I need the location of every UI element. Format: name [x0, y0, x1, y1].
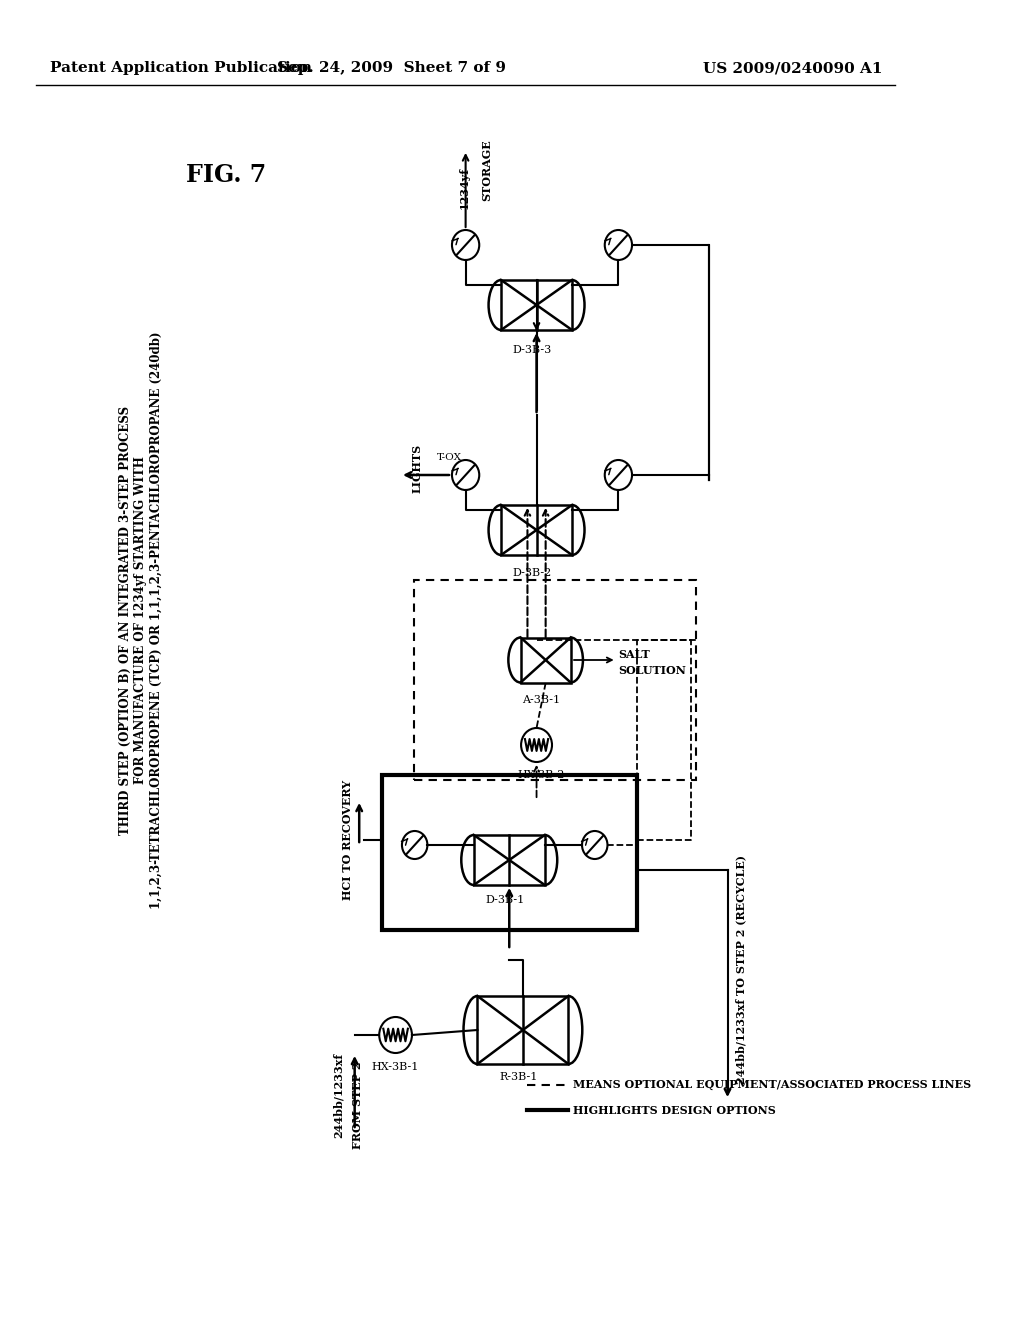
Text: D-3B-2: D-3B-2	[512, 568, 552, 578]
Text: R-3B-1: R-3B-1	[499, 1072, 538, 1082]
Text: A-3B-1: A-3B-1	[522, 696, 560, 705]
Text: 244bb/1233xf: 244bb/1233xf	[333, 1052, 344, 1138]
Text: D-3B-3: D-3B-3	[512, 345, 552, 355]
Bar	[520, 638, 570, 682]
Bar	[382, 775, 637, 931]
Bar	[414, 579, 695, 780]
Text: SALT: SALT	[618, 649, 650, 660]
Text: HCI TO RECOVERY: HCI TO RECOVERY	[342, 780, 353, 900]
Text: 244bb/1233xf TO STEP 2 (RECYCLE): 244bb/1233xf TO STEP 2 (RECYCLE)	[735, 855, 745, 1085]
Text: STORAGE: STORAGE	[481, 139, 492, 201]
Bar	[501, 506, 572, 554]
Text: HX-3B-1: HX-3B-1	[372, 1063, 419, 1072]
Bar	[501, 280, 572, 330]
Bar	[477, 997, 568, 1064]
Text: LIGHTS: LIGHTS	[412, 444, 423, 492]
Text: 1234yf: 1234yf	[459, 168, 469, 209]
Text: FROM STEP 2: FROM STEP 2	[352, 1061, 362, 1148]
Text: HIGHLIGHTS DESIGN OPTIONS: HIGHLIGHTS DESIGN OPTIONS	[572, 1105, 775, 1115]
Text: Patent Application Publication: Patent Application Publication	[50, 61, 312, 75]
Text: US 2009/0240090 A1: US 2009/0240090 A1	[702, 61, 882, 75]
Text: MEANS OPTIONAL EQUIPMENT/ASSOCIATED PROCESS LINES: MEANS OPTIONAL EQUIPMENT/ASSOCIATED PROC…	[572, 1080, 971, 1090]
Text: HX-3B-2: HX-3B-2	[517, 770, 565, 780]
Text: D-3B-1: D-3B-1	[485, 895, 524, 906]
Text: SOLUTION: SOLUTION	[618, 664, 686, 676]
Text: 1,1,2,3-TETRACHLOROPROPENE (TCP) OR 1,1,1,2,3-PENTACHLOROPROPANE (240db): 1,1,2,3-TETRACHLOROPROPENE (TCP) OR 1,1,…	[150, 331, 163, 908]
Text: FOR MANUFACTURE OF 1234yf STARTING WITH: FOR MANUFACTURE OF 1234yf STARTING WITH	[134, 457, 147, 784]
Text: T-OX: T-OX	[436, 454, 462, 462]
Text: THIRD STEP (OPTION B) OF AN INTEGRATED 3-STEP PROCESS: THIRD STEP (OPTION B) OF AN INTEGRATED 3…	[119, 405, 132, 834]
Text: FIG. 7: FIG. 7	[186, 162, 266, 187]
Text: Sep. 24, 2009  Sheet 7 of 9: Sep. 24, 2009 Sheet 7 of 9	[276, 61, 506, 75]
Bar	[474, 836, 545, 884]
